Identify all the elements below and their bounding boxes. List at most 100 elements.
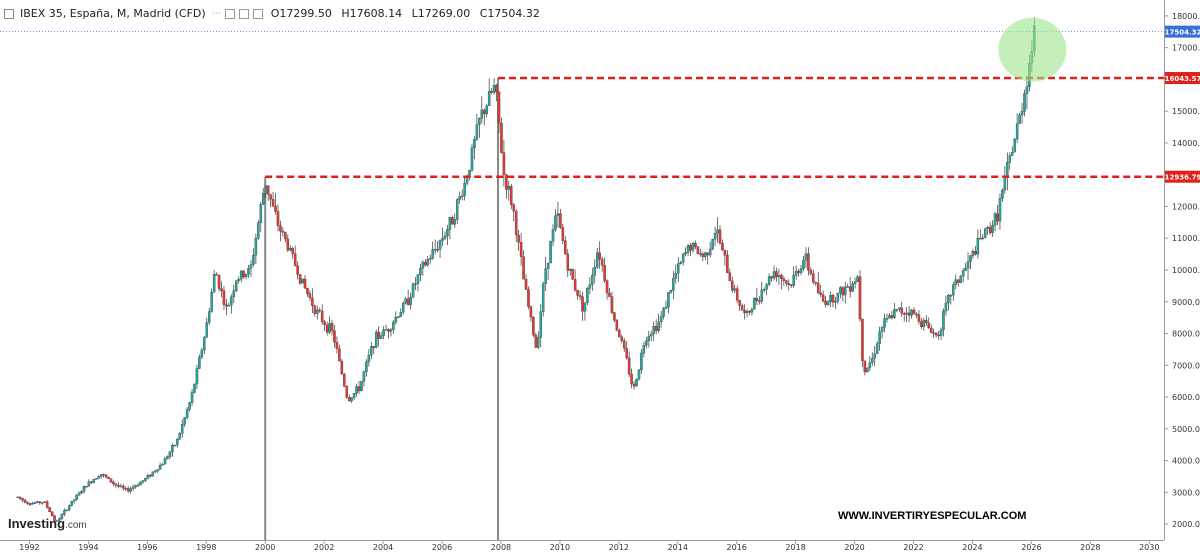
candle-body bbox=[708, 248, 712, 256]
candle-body bbox=[733, 288, 736, 291]
settings-dots-icon[interactable]: ⋯ bbox=[211, 8, 221, 19]
candle-body bbox=[735, 288, 739, 301]
candle-body bbox=[772, 271, 776, 279]
candle-body bbox=[65, 509, 69, 512]
y-tick-label: 18000.00 bbox=[1172, 12, 1200, 21]
candle-body bbox=[819, 292, 822, 295]
close-icon[interactable] bbox=[252, 8, 263, 19]
candle-body bbox=[1013, 138, 1016, 153]
candle-body bbox=[171, 445, 174, 453]
candle-body bbox=[802, 260, 805, 269]
x-tick-label: 2024 bbox=[962, 543, 982, 552]
candle-body bbox=[632, 383, 636, 387]
candle-body bbox=[136, 484, 140, 487]
candle-body bbox=[922, 319, 926, 327]
candle-body bbox=[340, 360, 344, 375]
candle-body bbox=[131, 486, 135, 489]
candle-body bbox=[355, 386, 358, 394]
candle-body bbox=[608, 292, 611, 297]
candle-body bbox=[755, 298, 759, 301]
candle-body bbox=[902, 313, 906, 315]
candle-body bbox=[85, 486, 88, 488]
candle-body bbox=[222, 290, 226, 305]
candle-body bbox=[271, 199, 275, 207]
candle-body bbox=[176, 439, 179, 446]
candle-body bbox=[318, 309, 321, 312]
candle-body bbox=[947, 295, 950, 304]
x-tick-label: 2028 bbox=[1080, 543, 1100, 552]
candle-body bbox=[220, 288, 223, 291]
candle-body bbox=[878, 331, 881, 344]
candle-body bbox=[664, 306, 668, 309]
candle-body bbox=[36, 501, 39, 503]
candle-body bbox=[721, 243, 724, 251]
candle-body bbox=[650, 333, 653, 337]
candle-body bbox=[441, 238, 444, 241]
candle-body bbox=[126, 488, 130, 492]
candle-body bbox=[401, 303, 405, 313]
x-tick-label: 2008 bbox=[491, 543, 511, 552]
x-tick-label: 1994 bbox=[78, 543, 98, 552]
candle-body bbox=[335, 341, 339, 349]
candle-body bbox=[490, 91, 493, 93]
x-tick-label: 2020 bbox=[844, 543, 864, 552]
candle-body bbox=[622, 340, 626, 349]
candle-body bbox=[740, 305, 744, 311]
candle-body bbox=[232, 290, 236, 298]
candle-body bbox=[942, 310, 945, 331]
x-tick-label: 2002 bbox=[314, 543, 334, 552]
candle-body bbox=[502, 152, 506, 176]
candle-body bbox=[613, 312, 616, 321]
instrument-name[interactable]: IBEX 35, España, M, Madrid (CFD) bbox=[20, 7, 206, 20]
candle-body bbox=[21, 498, 24, 501]
candle-body bbox=[134, 485, 137, 488]
candle-body bbox=[293, 253, 297, 266]
ohlc-readout: O17299.50 H17608.14 L17269.00 C17504.32 bbox=[271, 7, 546, 20]
candle-body bbox=[166, 456, 169, 459]
candle-body bbox=[532, 316, 535, 336]
candle-body bbox=[888, 315, 891, 319]
candle-body bbox=[95, 478, 98, 480]
candle-body bbox=[907, 312, 911, 316]
x-tick-label: 2012 bbox=[609, 543, 629, 552]
candle-body bbox=[505, 174, 508, 190]
candle-body bbox=[205, 322, 209, 338]
candle-body bbox=[956, 279, 960, 283]
resistance-label-bg bbox=[1165, 170, 1200, 183]
candle-body bbox=[26, 502, 29, 504]
candle-body bbox=[465, 177, 469, 184]
candle-body bbox=[974, 251, 977, 255]
y-tick-label: 6000.00 bbox=[1172, 393, 1200, 402]
candle-body bbox=[259, 204, 263, 223]
candle-body bbox=[168, 451, 172, 457]
candle-body bbox=[323, 321, 326, 326]
gear-icon[interactable] bbox=[238, 8, 249, 19]
candle-body bbox=[215, 274, 218, 276]
candle-body bbox=[824, 300, 827, 305]
candle-body bbox=[487, 91, 491, 106]
candle-body bbox=[731, 280, 734, 291]
candle-body bbox=[485, 105, 488, 115]
candle-body bbox=[932, 332, 935, 334]
candle-body bbox=[767, 276, 771, 285]
candle-body bbox=[527, 289, 530, 307]
candle-body bbox=[183, 417, 186, 425]
candle-body bbox=[343, 373, 346, 387]
candle-body bbox=[578, 295, 582, 297]
candle-body bbox=[826, 301, 830, 305]
candle-body bbox=[311, 297, 314, 307]
high-value: H17608.14 bbox=[341, 7, 403, 20]
candle-body bbox=[645, 340, 648, 346]
candle-body bbox=[758, 300, 761, 302]
candle-body bbox=[654, 325, 658, 331]
candle-body bbox=[82, 486, 86, 492]
candle-body bbox=[991, 225, 994, 233]
collapse-icon[interactable] bbox=[4, 8, 14, 19]
eye-icon[interactable] bbox=[224, 8, 235, 19]
candle-body bbox=[640, 352, 643, 371]
candle-body bbox=[313, 305, 317, 314]
candle-body bbox=[986, 227, 989, 229]
candle-body bbox=[716, 229, 719, 234]
